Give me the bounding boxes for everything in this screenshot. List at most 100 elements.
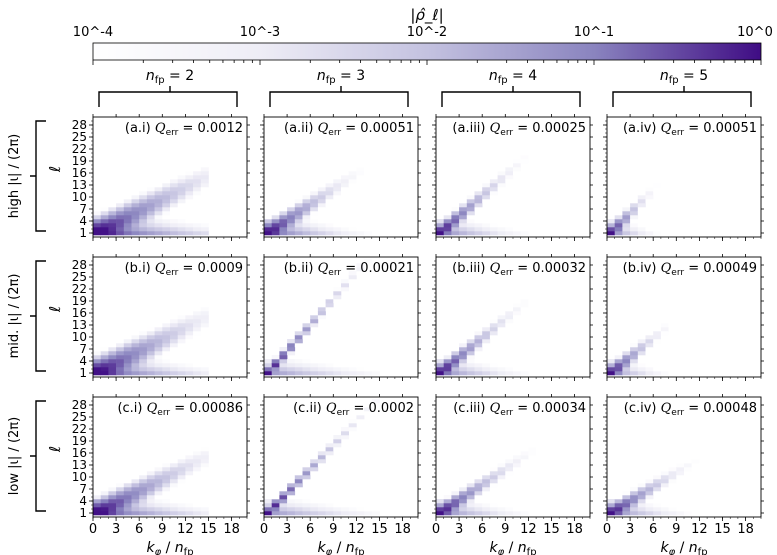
heatmap-cell xyxy=(193,327,202,332)
heatmap-cell xyxy=(505,319,514,324)
heatmap-cell xyxy=(482,487,491,492)
heatmap-cell xyxy=(310,471,319,476)
heatmap-cell xyxy=(653,219,662,224)
heatmap-cell xyxy=(676,459,685,464)
heatmap-cell xyxy=(543,439,552,444)
heatmap-cell xyxy=(116,223,125,228)
heatmap-cell xyxy=(154,491,163,496)
heatmap-cell xyxy=(660,223,669,228)
heatmap-cell xyxy=(543,287,552,292)
heatmap-cell xyxy=(185,459,194,464)
heatmap-cell xyxy=(146,359,155,364)
heatmap-cell xyxy=(193,451,202,456)
heatmap-cell xyxy=(645,199,654,204)
heatmap-cell xyxy=(543,227,552,232)
heatmap-cell xyxy=(513,227,521,232)
heatmap-cell xyxy=(162,195,171,200)
heatmap-cell xyxy=(123,191,132,196)
heatmap-cell xyxy=(513,459,521,464)
heatmap-cell xyxy=(489,319,498,324)
heatmap-cell xyxy=(139,211,148,216)
heatmap-cell xyxy=(108,231,117,236)
heatmap-cell xyxy=(302,475,311,480)
heatmap-cell xyxy=(162,343,171,348)
heatmap-cell xyxy=(123,487,132,492)
colorbar: |ρ̂_ℓ| 10^-4 10^-3 10^-2 10^-1 10^0 xyxy=(73,6,773,65)
y-tick-label: 13 xyxy=(72,178,87,192)
heatmap-cell xyxy=(294,335,303,340)
colorbar-gradient xyxy=(92,42,762,61)
heatmap-cell xyxy=(668,227,677,232)
heatmap-cell xyxy=(193,475,202,480)
x-tick-label: 3 xyxy=(455,522,463,537)
heatmap-cell xyxy=(154,487,163,492)
heatmap-cell xyxy=(310,315,319,320)
heatmap-cell xyxy=(607,231,615,236)
heatmap-cell xyxy=(294,199,303,204)
heatmap-cell xyxy=(185,371,194,376)
heatmap-cell xyxy=(364,231,373,236)
heatmap-cell xyxy=(193,507,202,512)
heatmap-cell xyxy=(325,451,334,456)
heatmap-cell xyxy=(310,191,319,196)
heatmap-cell xyxy=(497,471,506,476)
panel-annotation: (b.i) Qerr = 0.0009 xyxy=(125,261,243,278)
heatmap-cell xyxy=(170,471,178,476)
heatmap-cell xyxy=(543,507,552,512)
heatmap-cell xyxy=(513,303,521,308)
heatmap-cell xyxy=(271,223,280,228)
heatmap-cell xyxy=(482,471,491,476)
heatmap-cell xyxy=(93,367,101,372)
heatmap-cell xyxy=(177,507,186,512)
heatmap-cell xyxy=(436,507,444,512)
heatmap-cell xyxy=(489,219,498,224)
heatmap-cell xyxy=(317,511,326,516)
heatmap-cell xyxy=(200,363,209,368)
heatmap-cell xyxy=(668,171,677,176)
heatmap-cell xyxy=(93,495,101,500)
heatmap-cell xyxy=(170,343,178,348)
heatmap-cell xyxy=(660,183,669,188)
heatmap-cell xyxy=(684,311,692,316)
heatmap-cell xyxy=(177,311,186,316)
heatmap-cell xyxy=(520,303,529,308)
heatmap-cell xyxy=(170,475,178,480)
heatmap-cell xyxy=(364,227,373,232)
heatmap-cell xyxy=(466,195,475,200)
heatmap-cell xyxy=(177,319,186,324)
heatmap-cell xyxy=(139,495,148,500)
heatmap-cell xyxy=(139,359,148,364)
heatmap-cell xyxy=(193,179,202,184)
heatmap-cell xyxy=(317,315,326,320)
heatmap-cell xyxy=(474,483,483,488)
heatmap-cell xyxy=(146,331,155,336)
heatmap-cell xyxy=(279,499,288,504)
heatmap-cell xyxy=(193,363,202,368)
heatmap-cell xyxy=(489,367,498,372)
heatmap-cell xyxy=(459,487,468,492)
heatmap-cell xyxy=(100,487,109,492)
x-tick-label: 0 xyxy=(603,522,611,537)
heatmap-cell xyxy=(520,359,529,364)
heatmap-cell xyxy=(474,343,483,348)
heatmap-cell xyxy=(170,315,178,320)
x-tick-label: 6 xyxy=(135,522,143,537)
heatmap-cell xyxy=(123,199,132,204)
heatmap-cell xyxy=(333,295,342,300)
heatmap-cell xyxy=(637,191,646,196)
heatmap-cell xyxy=(123,211,132,216)
heatmap-cell xyxy=(310,459,319,464)
heatmap-cell xyxy=(348,167,357,172)
heatmap-cell xyxy=(185,499,194,504)
heatmap-cell xyxy=(536,371,545,376)
heatmap-cell xyxy=(341,367,349,372)
heatmap-cell xyxy=(459,491,468,496)
heatmap-cell xyxy=(139,371,148,376)
heatmap-cell xyxy=(668,475,677,480)
heatmap-cell xyxy=(200,463,209,468)
heatmap-cell xyxy=(333,175,342,180)
heatmap-cell xyxy=(193,359,202,364)
heatmap-cell xyxy=(466,203,475,208)
heatmap-cell xyxy=(177,359,186,364)
heatmap-cell xyxy=(637,195,646,200)
